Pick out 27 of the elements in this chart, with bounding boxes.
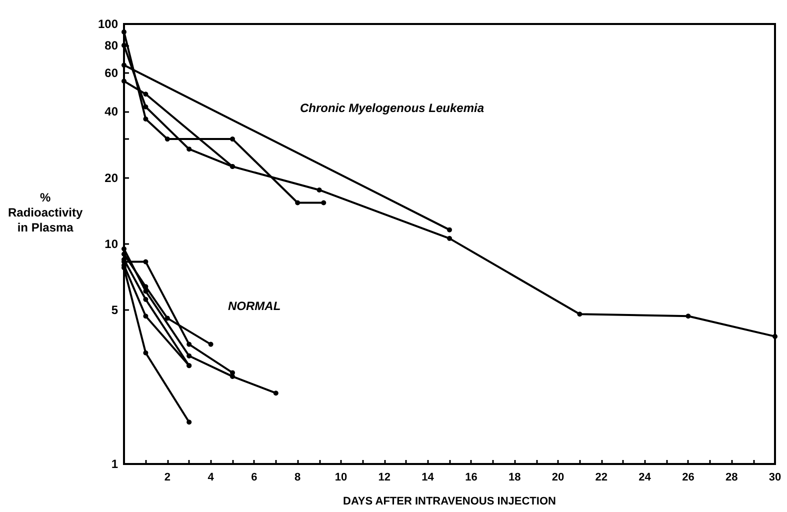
x-tick-label: 22 [595, 472, 608, 484]
y-axis-title: % Radioactivity in Plasma [8, 190, 84, 234]
x-tick-label: 30 [768, 472, 782, 484]
x-tick-label: 24 [638, 472, 652, 484]
x-tick-label: 18 [508, 472, 521, 484]
x-tick-label: 6 [251, 472, 258, 484]
y-tick-label: 80 [104, 38, 118, 52]
annotation: Chronic Myelogenous Leukemia [300, 101, 484, 115]
x-tick-label: 2 [164, 472, 170, 484]
annotation: NORMAL [228, 299, 281, 313]
y-tick-label: 20 [104, 170, 118, 185]
x-tick-label: 10 [334, 472, 348, 484]
x-tick-label: 14 [422, 472, 435, 484]
x-tick-label: 12 [378, 472, 391, 484]
x-tick-label: 16 [465, 472, 478, 484]
y-tick-label: 100 [98, 17, 118, 31]
x-tick-label: 28 [725, 472, 738, 484]
x-axis-title: DAYS AFTER INTRAVENOUS INJECTION [343, 496, 556, 508]
y-tick-label: 5 [111, 303, 118, 318]
x-tick-label: 8 [294, 472, 301, 484]
y-tick-label: 10 [104, 237, 118, 251]
y-tick-label: 60 [104, 66, 118, 80]
y-tick-label: 40 [104, 104, 118, 119]
x-tick-label: 20 [552, 472, 564, 484]
x-tick-label: 26 [682, 472, 694, 484]
y-tick-label: 1 [111, 457, 118, 471]
x-tick-label: 4 [208, 472, 215, 484]
